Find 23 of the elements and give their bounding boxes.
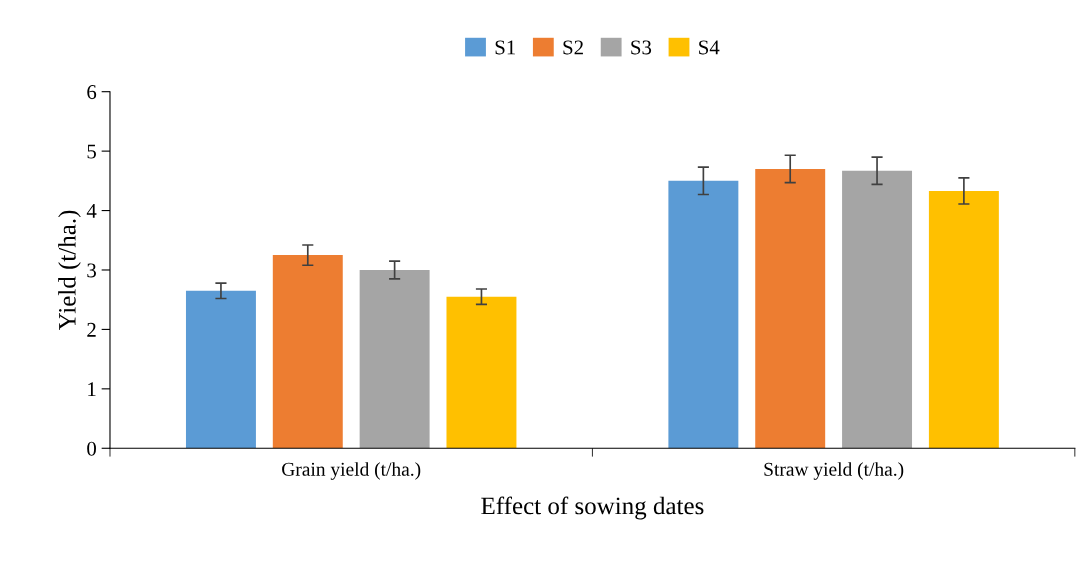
legend-label: S1 [495, 40, 515, 55]
y-tick-label: 0 [87, 441, 96, 456]
y-tick-label: 2 [87, 322, 96, 337]
bar [668, 180, 739, 449]
y-tick-label: 1 [88, 382, 96, 397]
x-tick-label: Grain yield (t/ha.) [282, 462, 421, 480]
bar [359, 269, 430, 449]
y-tick-label: 5 [87, 144, 96, 159]
bar [185, 290, 256, 449]
legend-label: S2 [563, 40, 583, 55]
legend-label: S3 [631, 40, 652, 55]
y-tick-label: 4 [86, 204, 97, 218]
x-tick-label: Straw yield (t/ha.) [764, 462, 904, 480]
bar [755, 168, 826, 449]
bar [842, 170, 913, 449]
bar [928, 190, 999, 449]
y-axis-title: Yield (t/ha.) [58, 210, 81, 331]
y-tick-label: 3 [87, 263, 96, 278]
legend-label: S4 [699, 40, 720, 55]
x-axis-title: Effect of sowing dates [481, 496, 704, 520]
bar [272, 255, 343, 449]
bar [446, 296, 517, 449]
y-tick-label: 6 [87, 85, 97, 100]
